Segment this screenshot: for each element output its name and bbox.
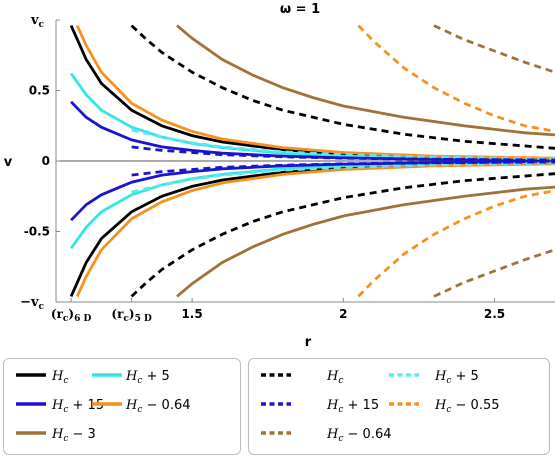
legend-entry: Hc + 15 [16, 398, 104, 415]
y-tick-label: 0.5 [29, 84, 50, 98]
legend-label: Hc − 0.55 [434, 398, 500, 415]
series-line-lower [131, 161, 556, 194]
legend-entry: Hc − 0.64 [92, 398, 191, 415]
series-line-lower [130, 172, 556, 298]
series-line-lower [176, 185, 556, 298]
series-line-upper [433, 24, 556, 74]
x-axis-label: r [305, 335, 312, 350]
legend-entry: Hc − 3 [16, 427, 96, 444]
legend-entry: Hc − 0.55 [389, 398, 500, 415]
series-line-upper [130, 24, 556, 150]
legend-label: Hc − 0.64 [125, 398, 191, 415]
series-line-upper [131, 128, 556, 161]
legend-label: Hc [326, 369, 343, 386]
legend-label: Hc + 15 [326, 398, 379, 415]
series-line-upper [131, 145, 556, 162]
series-line-lower [75, 162, 556, 297]
legend-left-entries: Hc Hc + 5 Hc + 15 Hc − 0.64 Hc − 3 [16, 369, 191, 444]
x-tick-label: 2 [339, 307, 347, 321]
legend-entry: Hc + 5 [389, 369, 479, 386]
legend-label: Hc + 5 [434, 369, 479, 386]
legend-entry: Hc [16, 369, 68, 386]
chart: ω = 1 1.5 2 2.5 (rc)6 D (rc)5 D 0.5 0 -0.5 vc −vc… [4, 2, 556, 350]
series-line-upper [75, 25, 556, 160]
legend-entry: Hc + 15 [261, 398, 379, 415]
series-line-lower [131, 160, 556, 177]
legend-left: Hc Hc + 5 Hc + 15 Hc − 0.64 Hc − 3 [3, 358, 241, 455]
legend-right: Hc Hc + 5 Hc + 15 Hc − 0.55 Hc − 0.64 [248, 358, 550, 455]
legend-right-entries: Hc Hc + 5 Hc + 15 Hc − 0.55 Hc − 0.64 [261, 369, 500, 444]
legend-entry: Hc − 0.64 [261, 427, 392, 444]
series-line-upper [357, 24, 556, 133]
series-line-lower [357, 189, 556, 298]
series-line-upper [176, 24, 556, 137]
x-tick-label: 2.5 [484, 307, 505, 321]
plot-series [69, 24, 556, 298]
x-tick-label-special: (rc)5 D [111, 307, 152, 324]
chart-title: ω = 1 [280, 2, 320, 17]
y-tick-label: -0.5 [24, 225, 50, 239]
tick-labels: 1.5 2 2.5 (rc)6 D (rc)5 D 0.5 0 -0.5 vc −vc [20, 13, 505, 324]
x-tick-label-special: (rc)6 D [51, 307, 92, 324]
axes [55, 19, 555, 303]
legend-label: Hc − 0.64 [326, 427, 392, 444]
series-line-lower [433, 248, 556, 298]
y-tick-label-special: vc [30, 13, 45, 30]
legend-entry: Hc [261, 369, 343, 386]
y-axis-label: v [4, 155, 13, 170]
legend-label: Hc − 3 [51, 427, 96, 444]
legend-entry: Hc + 5 [92, 369, 170, 386]
legend-label: Hc [51, 369, 68, 386]
legend-label: Hc + 15 [51, 398, 104, 415]
y-tick-label: 0 [42, 154, 50, 168]
legend-label: Hc + 5 [125, 369, 170, 386]
y-tick-label-special: −vc [20, 295, 44, 312]
x-tick-label: 1.5 [181, 307, 202, 321]
